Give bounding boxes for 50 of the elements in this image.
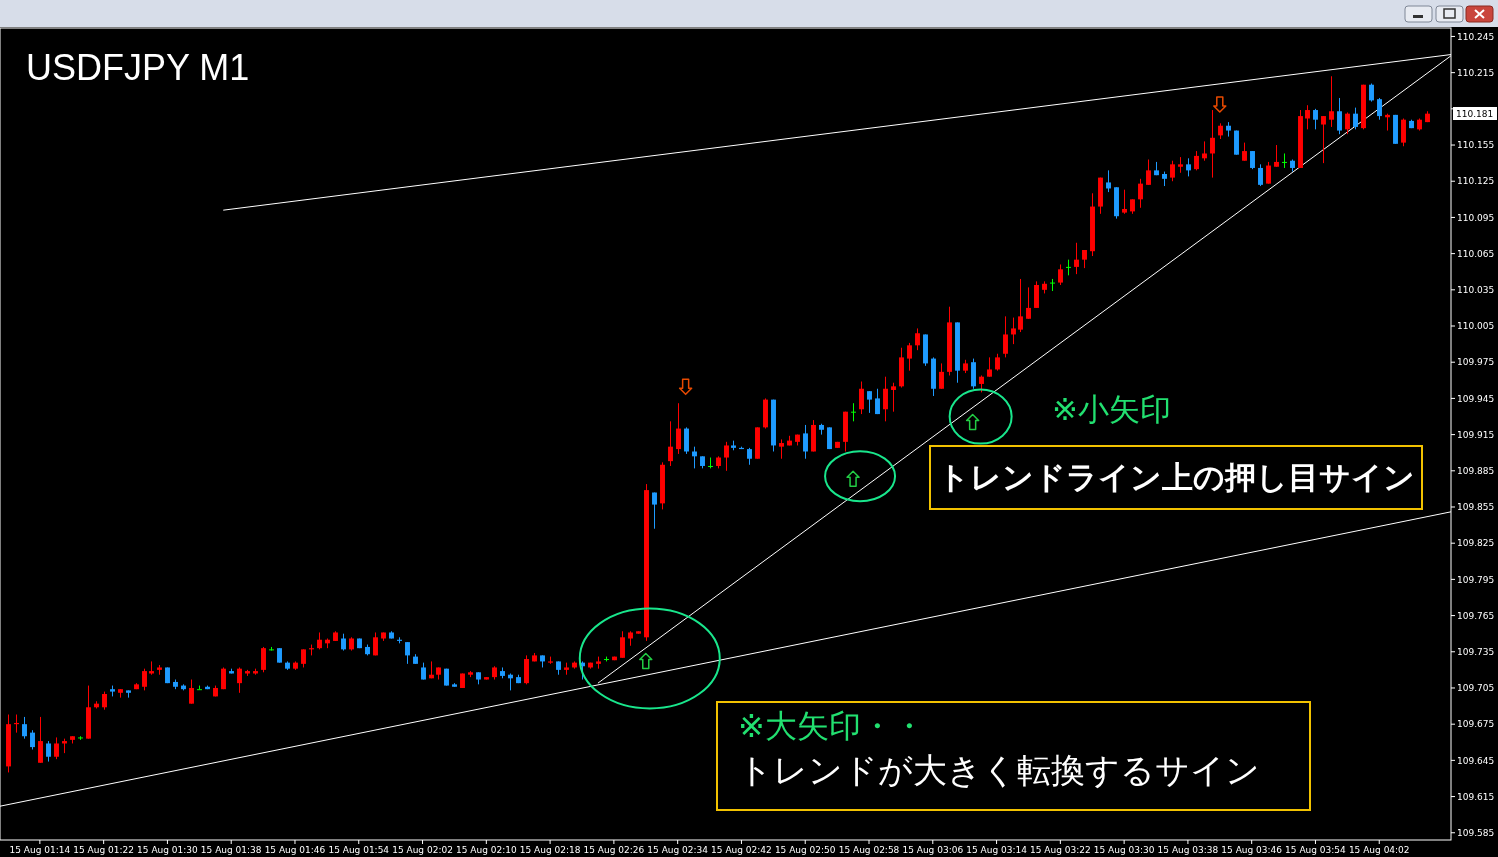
x-tick-label: 15 Aug 02:26 bbox=[583, 845, 645, 855]
x-tick-label: 15 Aug 01:30 bbox=[137, 845, 199, 855]
text: 110.181 bbox=[1456, 109, 1494, 119]
x-tick-label: 15 Aug 01:38 bbox=[200, 845, 262, 855]
y-tick-label: 110.245 bbox=[1457, 31, 1495, 42]
x-tick-label: 15 Aug 01:46 bbox=[264, 845, 326, 855]
x-tick-label: 15 Aug 03:38 bbox=[1157, 845, 1219, 855]
y-tick-label: 110.065 bbox=[1457, 248, 1495, 259]
x-tick-label: 15 Aug 01:22 bbox=[73, 845, 134, 855]
annotation: ※大矢印・・ bbox=[738, 707, 925, 745]
y-tick-label: 109.705 bbox=[1457, 683, 1495, 694]
x-tick-label: 15 Aug 02:42 bbox=[711, 845, 772, 855]
y-tick-label: 109.855 bbox=[1457, 502, 1495, 513]
y-tick-label: 109.615 bbox=[1457, 791, 1495, 802]
x-tick-label: 15 Aug 04:02 bbox=[1348, 845, 1410, 855]
y-tick-label: 110.125 bbox=[1457, 176, 1495, 187]
y-tick-label: 109.795 bbox=[1457, 574, 1495, 585]
annotation: トレンドが大きく転換するサイン bbox=[738, 750, 1260, 790]
y-tick-label: 110.035 bbox=[1457, 284, 1495, 295]
y-tick-label: 110.215 bbox=[1457, 67, 1495, 78]
y-tick-label: 110.005 bbox=[1457, 321, 1495, 332]
y-tick-label: 109.825 bbox=[1457, 538, 1495, 549]
y-tick-label: 109.915 bbox=[1457, 429, 1495, 440]
y-tick-label: 109.645 bbox=[1457, 755, 1495, 766]
y-tick-label: 109.585 bbox=[1457, 827, 1495, 838]
annotation: ※小矢印 bbox=[1052, 391, 1171, 427]
x-tick-label: 15 Aug 03:30 bbox=[1093, 845, 1155, 855]
x-tick-label: 15 Aug 03:46 bbox=[1221, 845, 1283, 855]
x-tick-label: 15 Aug 01:54 bbox=[328, 845, 390, 855]
x-tick-label: 15 Aug 02:18 bbox=[519, 845, 581, 855]
annotation: トレンドライン上の押し目サイン bbox=[938, 459, 1415, 495]
y-tick-label: 109.945 bbox=[1457, 393, 1495, 404]
y-tick-label: 109.735 bbox=[1457, 646, 1495, 657]
text: USDFJPY M1 bbox=[26, 47, 250, 88]
y-tick-label: 109.675 bbox=[1457, 719, 1495, 730]
x-tick-label: 15 Aug 03:14 bbox=[966, 845, 1028, 855]
x-tick-label: 15 Aug 03:06 bbox=[902, 845, 964, 855]
x-tick-label: 15 Aug 02:50 bbox=[774, 845, 836, 855]
y-tick-label: 109.885 bbox=[1457, 465, 1495, 476]
x-tick-label: 15 Aug 03:54 bbox=[1285, 845, 1347, 855]
x-tick-label: 15 Aug 02:02 bbox=[392, 845, 453, 855]
x-tick-label: 15 Aug 03:22 bbox=[1030, 845, 1091, 855]
x-tick-label: 15 Aug 02:58 bbox=[838, 845, 900, 855]
x-tick-label: 15 Aug 02:10 bbox=[455, 845, 517, 855]
y-tick-label: 109.765 bbox=[1457, 610, 1495, 621]
y-tick-label: 110.155 bbox=[1457, 140, 1495, 151]
x-tick-label: 15 Aug 02:34 bbox=[647, 845, 709, 855]
x-tick-label: 15 Aug 01:14 bbox=[9, 845, 71, 855]
y-tick-label: 109.975 bbox=[1457, 357, 1495, 368]
y-tick-label: 110.095 bbox=[1457, 212, 1495, 223]
